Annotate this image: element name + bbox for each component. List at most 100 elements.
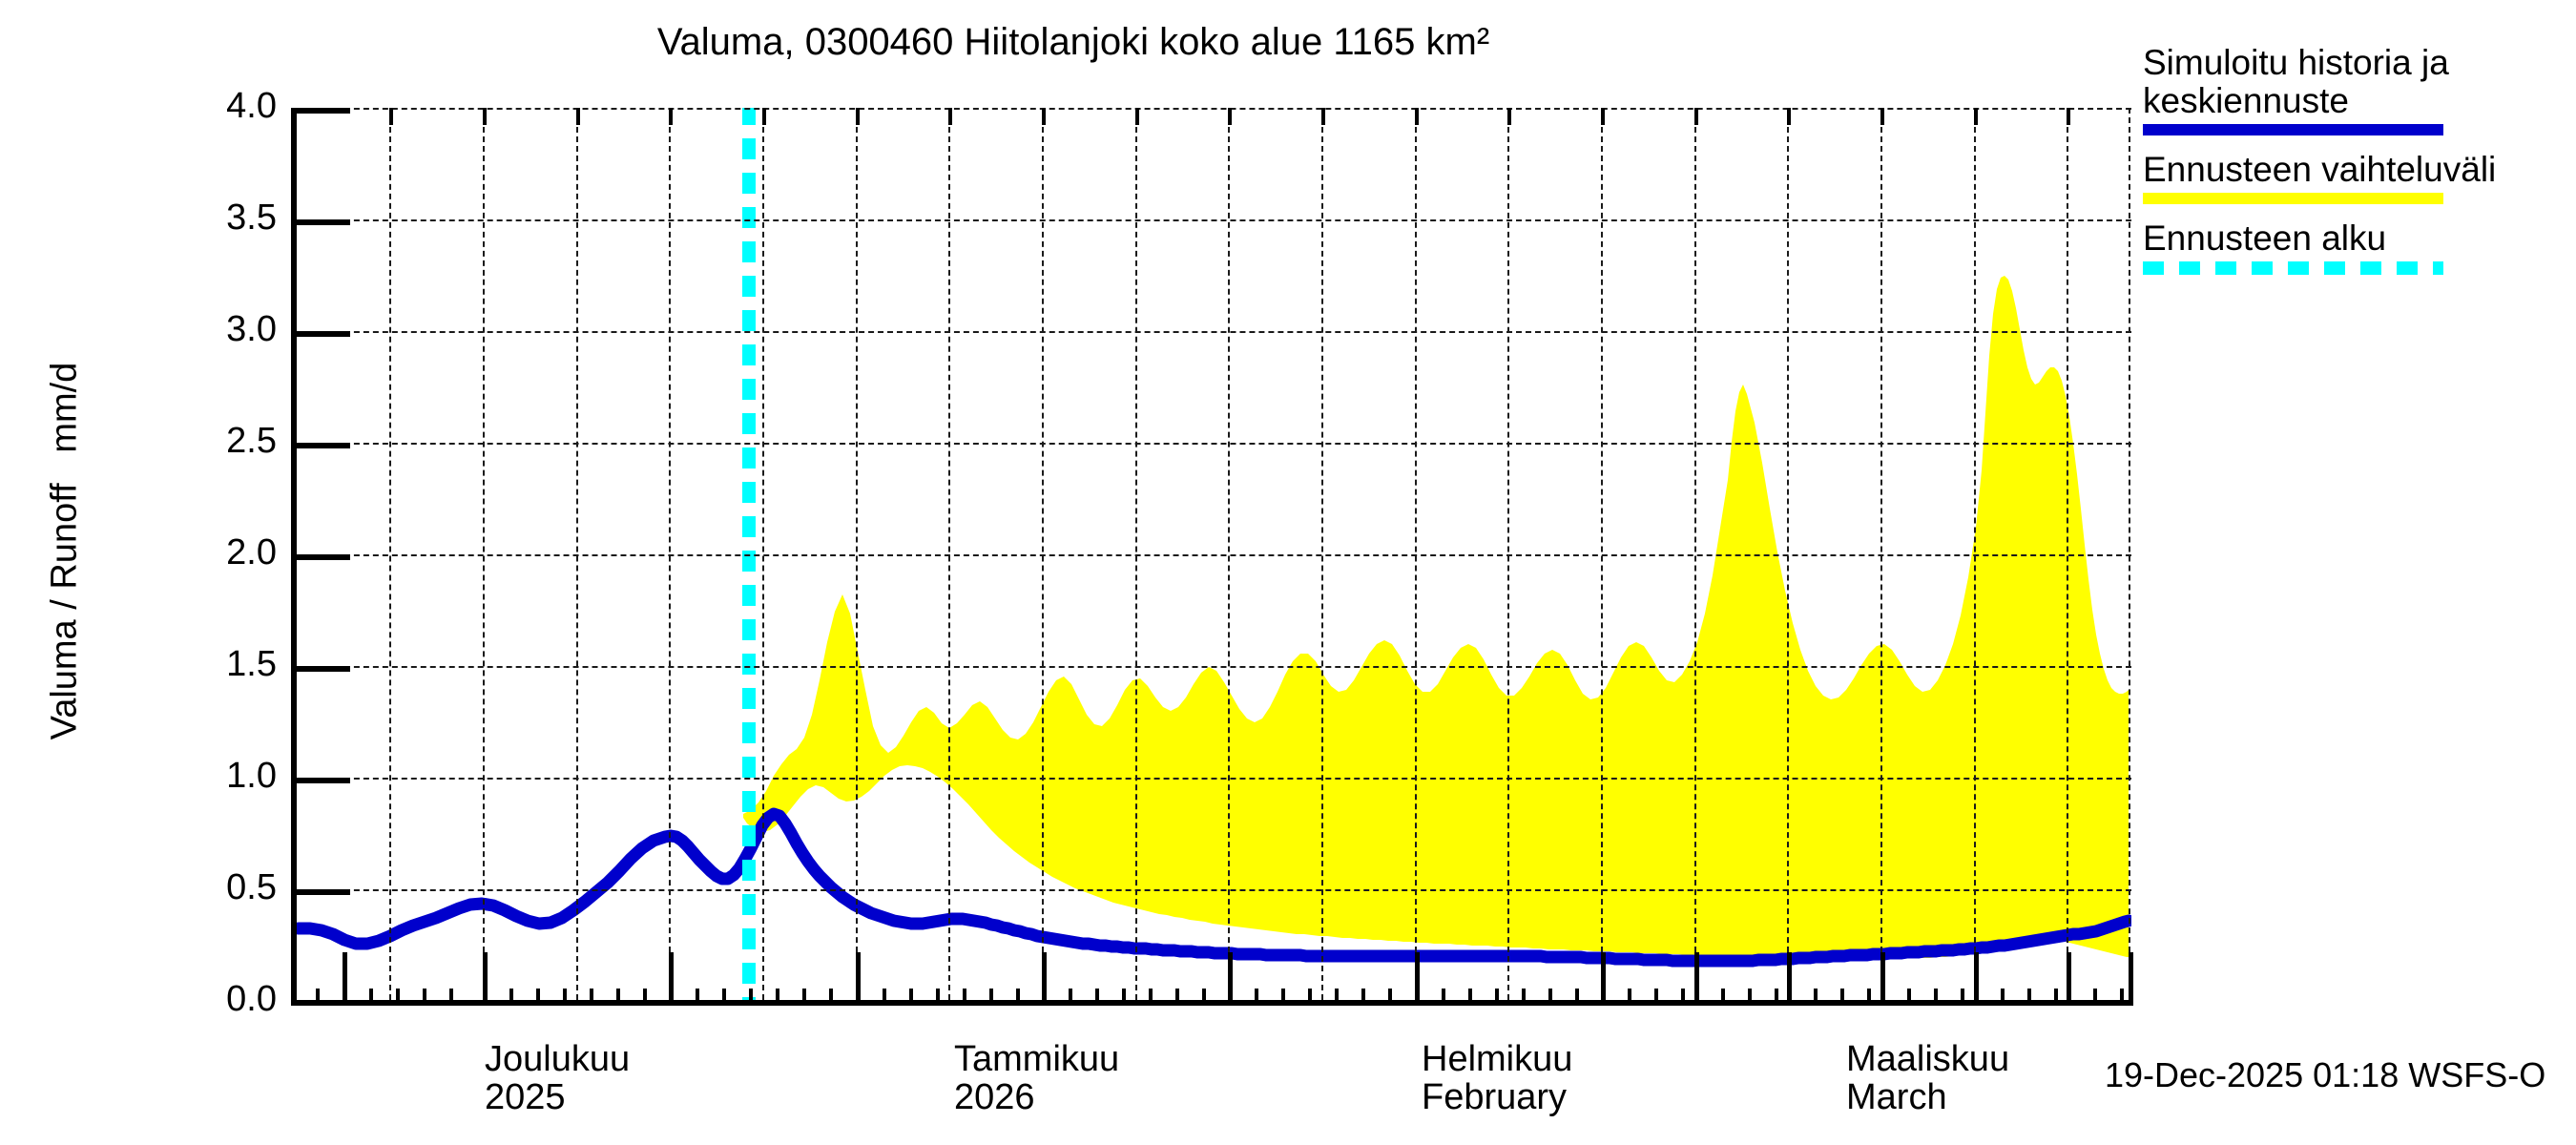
x-tick-major-february — [1694, 952, 1699, 1006]
x-tick-top — [762, 108, 766, 125]
x-tick-minor — [1814, 989, 1818, 1006]
x-tick-minor — [1840, 989, 1844, 1006]
x-tick-minor — [1961, 989, 1964, 1006]
legend-label-forecast-start: Ennusteen alku — [2143, 218, 2387, 258]
x-tick-major-december — [669, 952, 674, 1006]
x-tick-minor — [883, 989, 886, 1006]
simulated-history-mean-line — [297, 807, 2131, 968]
x-tick-minor — [1361, 989, 1365, 1006]
gridline-v — [2129, 108, 2130, 1000]
x-tick-minor — [1654, 989, 1658, 1006]
gridline-v — [1787, 108, 1789, 1000]
gridline-v — [762, 108, 764, 1000]
x-tick-major — [343, 952, 347, 1006]
gridline-h-1-0 — [297, 778, 2131, 780]
gridline-v — [856, 108, 858, 1000]
x-tick-minor — [396, 989, 400, 1006]
x-tick-minor — [989, 989, 993, 1006]
plot-area — [291, 108, 2133, 1006]
gridline-v — [948, 108, 950, 1000]
x-tick-minor — [1255, 989, 1258, 1006]
y-tick-3-5 — [291, 219, 350, 225]
x-tick-minor — [1721, 989, 1725, 1006]
x-tick-minor — [1681, 989, 1685, 1006]
gridline-h-3-5 — [297, 219, 2131, 221]
x-tick-minor — [696, 989, 699, 1006]
x-tick-minor — [2027, 989, 2031, 1006]
x-tick-top — [669, 108, 673, 125]
x-tick-minor — [509, 989, 513, 1006]
y-tick-0-0 — [291, 1000, 350, 1006]
x-tick-minor — [590, 989, 593, 1006]
x-tick-minor — [423, 989, 426, 1006]
x-tick-minor — [722, 989, 726, 1006]
gridline-v — [1042, 108, 1044, 1000]
x-tick-minor — [1016, 989, 1020, 1006]
x-tick-top — [2067, 108, 2070, 125]
legend-swatch-blue-line — [2143, 123, 2443, 135]
gridline-v — [669, 108, 671, 1000]
x-tick-major — [1880, 952, 1885, 1006]
x-tick-minor — [1748, 989, 1752, 1006]
gridline-v — [1880, 108, 1882, 1000]
legend-item-forecast-start[interactable]: Ennusteen alku — [2143, 219, 2570, 275]
x-tick-top — [1880, 108, 1884, 125]
x-axis-label-tammikuu: Tammikuu 2026 — [954, 1039, 1120, 1118]
gridline-h-4-0 — [297, 108, 2131, 110]
x-tick-top — [1321, 108, 1325, 125]
x-tick-minor — [1522, 989, 1526, 1006]
x-tick-top — [576, 108, 580, 125]
x-tick-minor — [1202, 989, 1206, 1006]
x-axis-label-joulukuu: Joulukuu 2025 — [485, 1039, 631, 1118]
x-tick-major — [483, 952, 488, 1006]
x-tick-major — [1601, 952, 1606, 1006]
x-tick-minor — [776, 989, 779, 1006]
y-tick-0-5 — [291, 889, 350, 895]
x-tick-minor — [1907, 989, 1911, 1006]
x-tick-minor — [2120, 989, 2124, 1006]
x-tick-minor — [1575, 989, 1579, 1006]
x-tick-top — [948, 108, 952, 125]
x-tick-minor — [616, 989, 620, 1006]
x-tick-major — [2067, 952, 2071, 1006]
x-tick-major-march — [1974, 952, 1979, 1006]
gridline-v — [1415, 108, 1417, 1000]
x-tick-major — [1042, 952, 1047, 1006]
x-tick-top — [1601, 108, 1605, 125]
x-tick-minor — [369, 989, 373, 1006]
y-tick-label-1-5: 1.5 — [226, 644, 277, 684]
y-tick-1-5 — [291, 666, 350, 672]
x-tick-minor — [1388, 989, 1392, 1006]
x-tick-top — [483, 108, 487, 125]
x-tick-minor — [802, 989, 806, 1006]
x-tick-minor — [536, 989, 540, 1006]
x-axis-label-helmikuu: Helmikuu February — [1422, 1039, 1573, 1118]
y-tick-1-0 — [291, 778, 350, 783]
x-tick-minor — [1122, 989, 1126, 1006]
legend-label-simulated-history: Simuloitu historia ja keskiennuste — [2143, 43, 2449, 120]
gridline-v — [1974, 108, 1976, 1000]
gridline-h-2-5 — [297, 443, 2131, 445]
y-tick-label-3-5: 3.5 — [226, 198, 277, 238]
x-tick-minor — [936, 989, 940, 1006]
legend-label-forecast-range: Ennusteen vaihteluväli — [2143, 149, 2497, 189]
x-tick-minor — [963, 989, 966, 1006]
x-tick-minor — [1495, 989, 1499, 1006]
gridline-v — [1321, 108, 1323, 1000]
gridline-h-2-0 — [297, 554, 2131, 556]
forecast-spread-band — [743, 276, 2129, 958]
legend-item-simulated-history[interactable]: Simuloitu historia ja keskiennuste — [2143, 44, 2570, 135]
x-tick-minor — [1442, 989, 1445, 1006]
y-tick-2-0 — [291, 554, 350, 560]
x-tick-minor — [2001, 989, 2005, 1006]
x-tick-minor — [449, 989, 453, 1006]
x-tick-major — [856, 952, 861, 1006]
gridline-h-1-5 — [297, 666, 2131, 668]
y-tick-label-1-0: 1.0 — [226, 756, 277, 796]
legend-item-forecast-range[interactable]: Ennusteen vaihteluväli — [2143, 149, 2570, 204]
x-tick-minor — [1149, 989, 1153, 1006]
gridline-v — [483, 108, 485, 1000]
x-tick-top — [1974, 108, 1978, 125]
x-tick-top — [1042, 108, 1046, 125]
